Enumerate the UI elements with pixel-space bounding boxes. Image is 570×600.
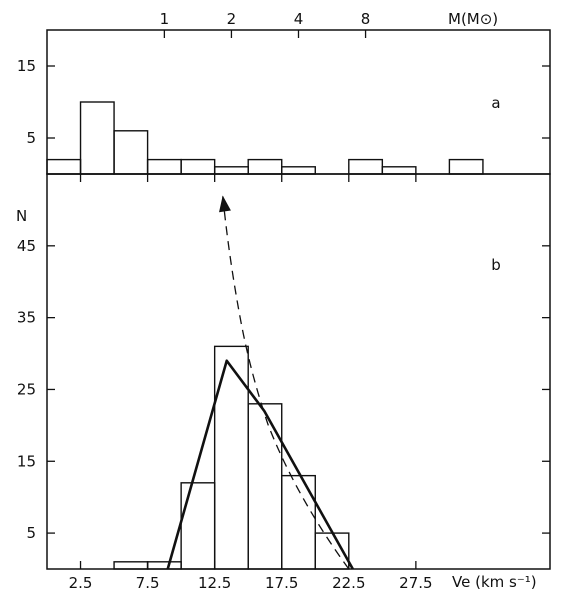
y-tick-label-a: 5 (26, 129, 36, 147)
arrowhead (219, 195, 231, 213)
x-tick-label: 27.5 (399, 574, 432, 592)
panel-a-bars (46, 101, 484, 175)
panel-b-bar (113, 561, 149, 570)
panel-a-label: a (491, 94, 500, 112)
x-tick-label: 17.5 (265, 574, 298, 592)
panel-b-frame (46, 173, 551, 570)
panel-a-frame (46, 29, 551, 175)
y-axis-label: N (16, 207, 27, 225)
x-tick-label: 2.5 (69, 574, 93, 592)
mass-tick-label: 1 (160, 10, 170, 28)
panel-a-bar (46, 158, 82, 175)
x-axis-label: Ve (km s⁻¹) (452, 573, 537, 591)
panel-a-bar (381, 166, 417, 175)
y-tick-label-b: 45 (17, 237, 36, 255)
axis-ticks: 5 15 5 15 25 35 45 2.5 7.5 12.5 17.5 22.5 27.5 1 2 4 8 (17, 10, 550, 592)
mass-tick-label: 4 (294, 10, 304, 28)
x-tick-label: 7.5 (136, 574, 160, 592)
y-tick-label-b: 5 (26, 524, 36, 542)
dashed-fit-curve (222, 195, 350, 570)
panel-a-bar (113, 130, 149, 175)
panel-b-bars (113, 345, 350, 570)
panel-a-bar (281, 166, 316, 175)
mass-tick-label: 8 (361, 10, 371, 28)
panel-a-bar (247, 158, 283, 175)
y-tick-label-b: 35 (17, 309, 36, 327)
x-tick-label: 22.5 (332, 574, 365, 592)
fit-curves (166, 195, 354, 570)
mass-tick-label: 2 (227, 10, 237, 28)
panel-a-bar (213, 166, 249, 175)
panel-a-bar (448, 158, 484, 175)
panel-a-bar (348, 158, 384, 175)
panel-b-bar (213, 345, 249, 570)
solid-fit-line (166, 359, 354, 570)
panel-b-bar (180, 482, 216, 570)
panel-a-bar (180, 158, 216, 175)
x-tick-label: 12.5 (198, 574, 231, 592)
y-tick-label-a: 15 (17, 57, 36, 75)
panel-b-bar (281, 474, 316, 570)
panel-b-bar (146, 561, 182, 570)
y-tick-label-b: 25 (17, 380, 36, 398)
panel-a-bar (79, 101, 115, 175)
panel-a-bar (146, 158, 182, 175)
panel-b-label: b (491, 256, 501, 274)
panel-b-bar (247, 403, 283, 570)
mass-axis-label: M(M⊙) (448, 10, 498, 28)
y-tick-label-b: 15 (17, 452, 36, 470)
